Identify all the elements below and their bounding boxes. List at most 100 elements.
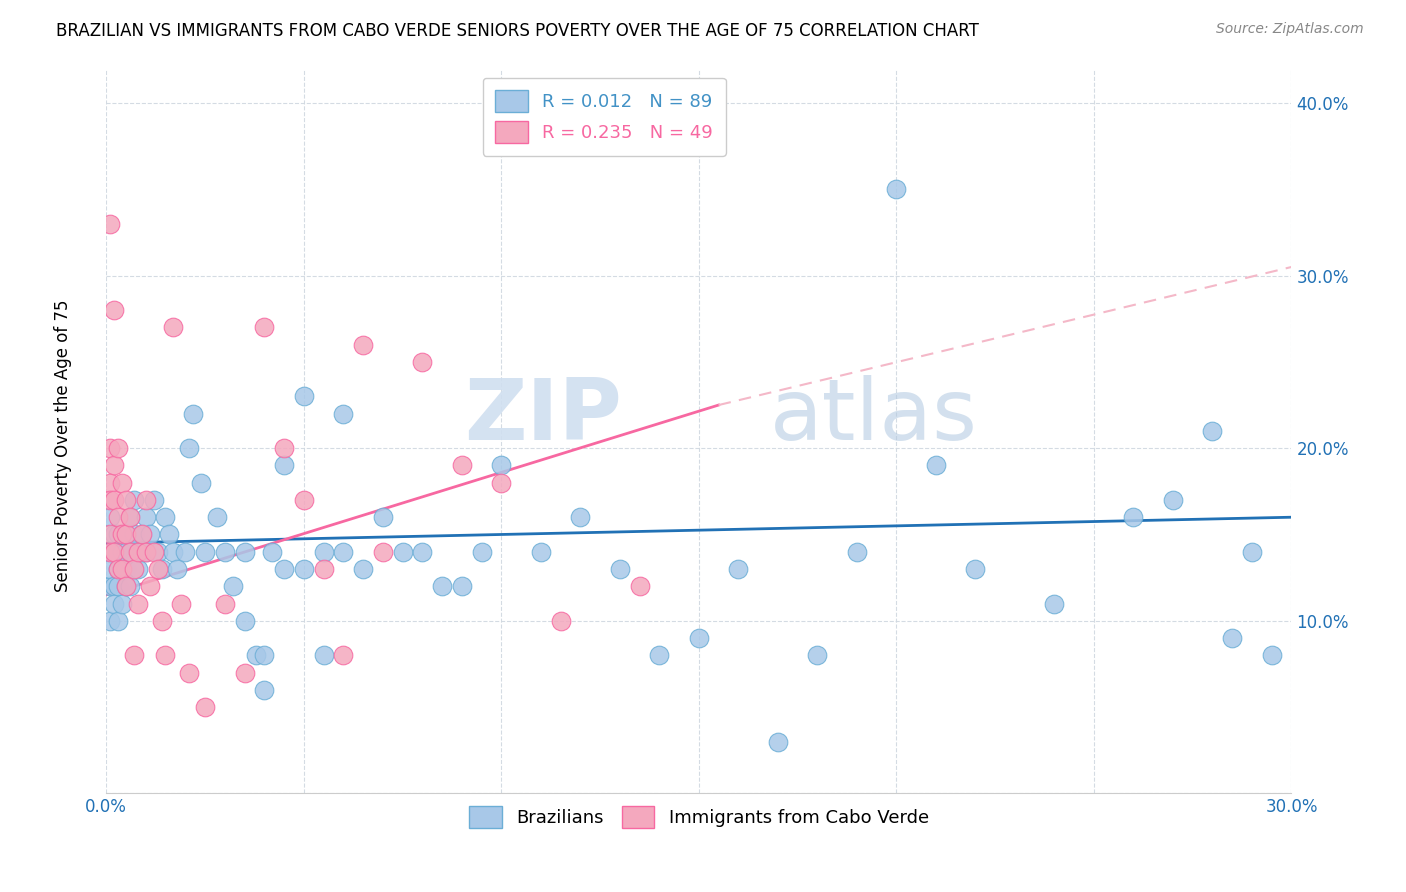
Point bbox=[107, 562, 129, 576]
Point bbox=[122, 492, 145, 507]
Point bbox=[98, 562, 121, 576]
Point bbox=[122, 648, 145, 663]
Point bbox=[115, 492, 138, 507]
Point bbox=[98, 510, 121, 524]
Point bbox=[135, 545, 157, 559]
Point bbox=[98, 217, 121, 231]
Point bbox=[142, 545, 165, 559]
Point bbox=[391, 545, 413, 559]
Point bbox=[471, 545, 494, 559]
Point bbox=[925, 458, 948, 473]
Point bbox=[103, 458, 125, 473]
Point bbox=[107, 579, 129, 593]
Point bbox=[107, 441, 129, 455]
Point bbox=[103, 597, 125, 611]
Point bbox=[111, 527, 134, 541]
Point bbox=[253, 648, 276, 663]
Point bbox=[352, 337, 374, 351]
Point bbox=[103, 303, 125, 318]
Point bbox=[253, 320, 276, 334]
Point bbox=[107, 510, 129, 524]
Point bbox=[886, 182, 908, 196]
Point bbox=[150, 562, 173, 576]
Point bbox=[292, 492, 315, 507]
Point bbox=[491, 475, 513, 490]
Point bbox=[550, 614, 572, 628]
Point bbox=[450, 579, 472, 593]
Point bbox=[1220, 631, 1243, 645]
Point bbox=[181, 407, 204, 421]
Point bbox=[135, 545, 157, 559]
Point bbox=[138, 579, 160, 593]
Point bbox=[727, 562, 749, 576]
Point bbox=[273, 562, 295, 576]
Point bbox=[430, 579, 453, 593]
Point bbox=[1122, 510, 1144, 524]
Point bbox=[155, 648, 177, 663]
Point bbox=[233, 545, 256, 559]
Point bbox=[142, 492, 165, 507]
Point bbox=[107, 562, 129, 576]
Point bbox=[122, 562, 145, 576]
Point bbox=[111, 475, 134, 490]
Point bbox=[122, 527, 145, 541]
Text: ZIP: ZIP bbox=[464, 375, 621, 458]
Point bbox=[411, 545, 433, 559]
Point bbox=[332, 545, 354, 559]
Point bbox=[273, 441, 295, 455]
Point bbox=[273, 458, 295, 473]
Point bbox=[127, 545, 149, 559]
Point bbox=[491, 458, 513, 473]
Point bbox=[179, 441, 201, 455]
Point bbox=[352, 562, 374, 576]
Point bbox=[107, 527, 129, 541]
Point bbox=[98, 492, 121, 507]
Point bbox=[98, 545, 121, 559]
Point bbox=[118, 510, 141, 524]
Point bbox=[155, 510, 177, 524]
Point bbox=[312, 545, 335, 559]
Point bbox=[98, 527, 121, 541]
Point bbox=[253, 682, 276, 697]
Point bbox=[111, 562, 134, 576]
Point bbox=[115, 545, 138, 559]
Point bbox=[688, 631, 710, 645]
Text: Seniors Poverty Over the Age of 75: Seniors Poverty Over the Age of 75 bbox=[55, 300, 72, 592]
Point bbox=[450, 458, 472, 473]
Point bbox=[98, 545, 121, 559]
Point bbox=[530, 545, 553, 559]
Point bbox=[127, 597, 149, 611]
Point bbox=[98, 614, 121, 628]
Point bbox=[115, 527, 138, 541]
Point bbox=[332, 648, 354, 663]
Point bbox=[174, 545, 197, 559]
Point bbox=[1201, 424, 1223, 438]
Point bbox=[103, 527, 125, 541]
Point bbox=[190, 475, 212, 490]
Point bbox=[162, 320, 184, 334]
Point bbox=[146, 562, 169, 576]
Point bbox=[214, 597, 236, 611]
Point bbox=[111, 597, 134, 611]
Point bbox=[806, 648, 828, 663]
Point bbox=[648, 648, 671, 663]
Point bbox=[131, 527, 153, 541]
Point bbox=[262, 545, 284, 559]
Point bbox=[845, 545, 868, 559]
Point bbox=[1240, 545, 1263, 559]
Point bbox=[98, 579, 121, 593]
Point bbox=[118, 579, 141, 593]
Point bbox=[122, 562, 145, 576]
Point bbox=[312, 562, 335, 576]
Point bbox=[205, 510, 228, 524]
Text: BRAZILIAN VS IMMIGRANTS FROM CABO VERDE SENIORS POVERTY OVER THE AGE OF 75 CORRE: BRAZILIAN VS IMMIGRANTS FROM CABO VERDE … bbox=[56, 22, 979, 40]
Point bbox=[103, 579, 125, 593]
Point bbox=[111, 545, 134, 559]
Point bbox=[411, 355, 433, 369]
Point bbox=[103, 545, 125, 559]
Legend: Brazilians, Immigrants from Cabo Verde: Brazilians, Immigrants from Cabo Verde bbox=[461, 798, 936, 835]
Point bbox=[107, 614, 129, 628]
Point bbox=[371, 510, 394, 524]
Point bbox=[135, 492, 157, 507]
Point bbox=[194, 700, 217, 714]
